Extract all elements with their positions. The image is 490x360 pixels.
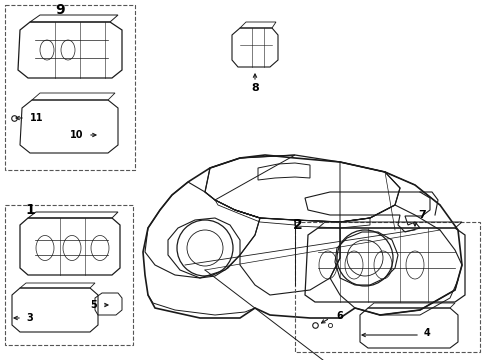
Text: 3: 3 (26, 313, 33, 323)
Text: 4: 4 (424, 328, 431, 338)
Bar (5, 205, 133, 345)
Text: 7: 7 (418, 210, 426, 220)
Bar (295, 222, 480, 352)
Text: 9: 9 (55, 3, 65, 17)
Text: 6: 6 (336, 311, 343, 321)
Text: 8: 8 (251, 83, 259, 93)
Text: 11: 11 (30, 113, 44, 123)
Text: 5: 5 (90, 300, 97, 310)
Bar (5, 5, 135, 170)
Text: 10: 10 (70, 130, 83, 140)
Text: 2: 2 (293, 218, 303, 232)
Text: 1: 1 (25, 203, 35, 217)
